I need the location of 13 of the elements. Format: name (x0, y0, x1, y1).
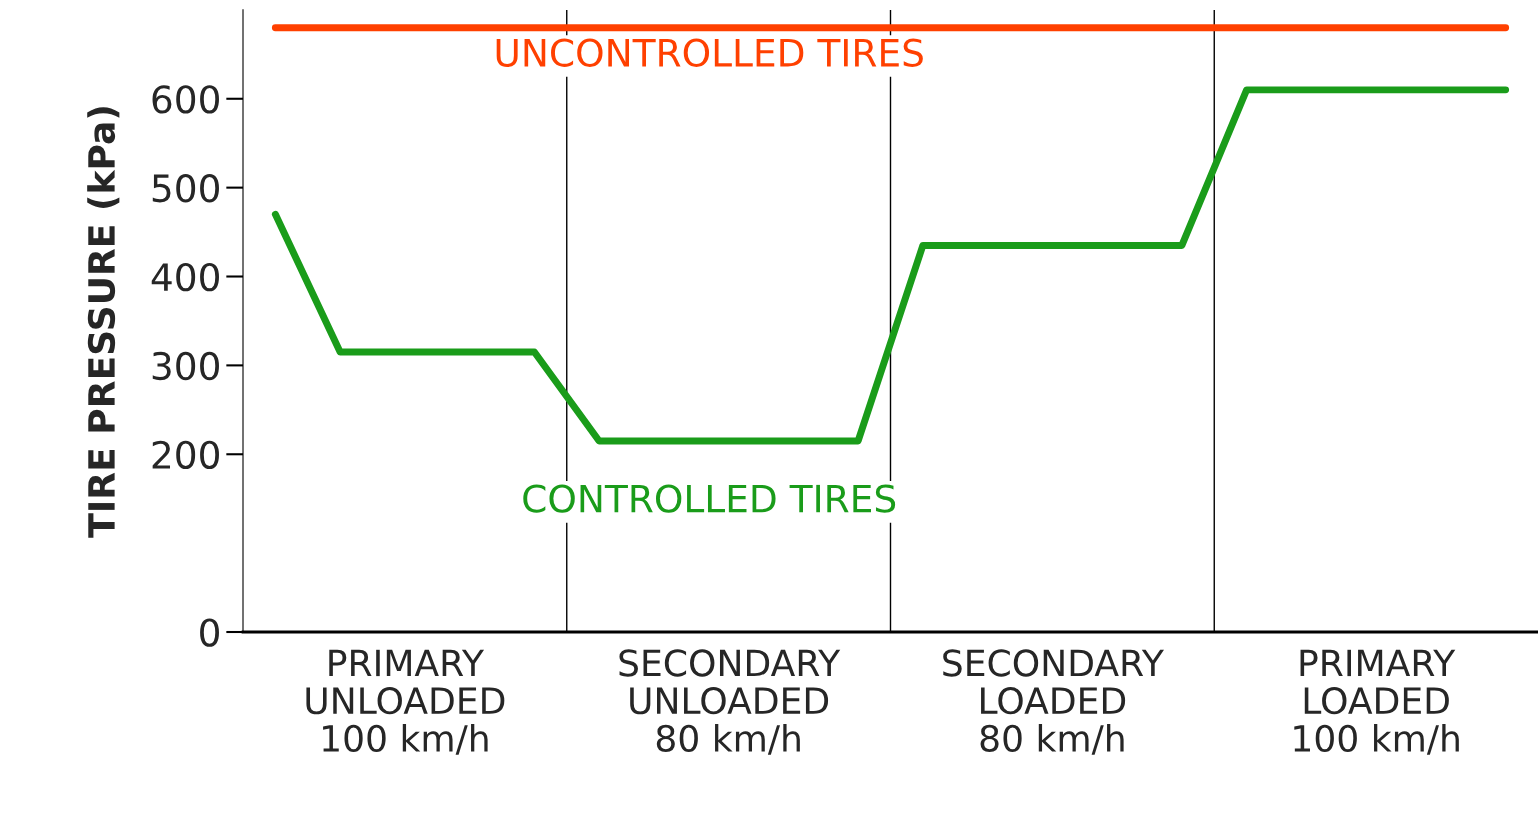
y-tick-label: 400 (151, 262, 219, 292)
y-tick-label: 200 (152, 440, 219, 470)
x-tick-label: PRIMARY LOADED 100 km/h (1294, 649, 1459, 755)
y-tick-label: 500 (152, 174, 219, 203)
series-label: CONTROLLED TIRES (523, 484, 896, 513)
y-tick-label: 300 (152, 351, 219, 381)
y-tick-label: 600 (152, 85, 219, 114)
x-tick-label: SECONDARY UNLOADED 80 km/h (619, 649, 841, 755)
x-tick-label: PRIMARY UNLOADED 100 km/h (306, 649, 505, 755)
x-tick-label: SECONDARY LOADED 80 km/h (943, 649, 1164, 755)
series-label: UNCONTROLLED TIRES (496, 38, 923, 67)
y-axis-title: TIRE PRESSURE (kPa) (87, 107, 120, 538)
y-tick-label: 0 (200, 618, 219, 647)
